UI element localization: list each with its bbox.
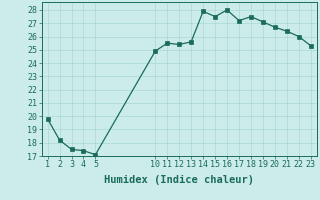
X-axis label: Humidex (Indice chaleur): Humidex (Indice chaleur) bbox=[104, 175, 254, 185]
